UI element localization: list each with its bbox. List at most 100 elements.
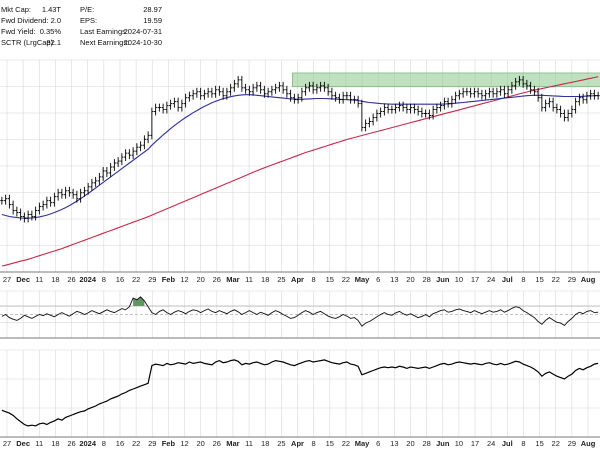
price-bar (199, 87, 203, 100)
x-tick-label: Dec (16, 275, 30, 284)
x-tick-label: 12 (180, 275, 188, 284)
x-tick-label: 25 (277, 275, 285, 284)
price-bar (11, 200, 15, 215)
price-bar (135, 143, 139, 156)
price-bar (244, 83, 248, 94)
price-bar (259, 81, 263, 94)
x-tick-label: 11 (245, 439, 253, 448)
price-bar (581, 93, 585, 104)
price-bar (90, 178, 94, 191)
x-tick-label: Jul (502, 275, 513, 284)
price-bar (225, 87, 229, 100)
price-bar (409, 103, 413, 114)
x-tick-label: 8 (521, 439, 525, 448)
x-tick-label: 17 (471, 275, 479, 284)
stat-value: 28.97 (143, 5, 162, 14)
price-bar (521, 75, 525, 88)
price-bar (322, 81, 326, 92)
price-bar (161, 103, 165, 114)
stat-label: Fwd Dividend: (1, 16, 49, 25)
price-bar (506, 85, 510, 98)
price-bar (574, 97, 578, 114)
x-tick-label: Jun (436, 439, 450, 448)
x-tick-label: Apr (291, 439, 304, 448)
price-bar (390, 105, 394, 114)
x-tick-label: 26 (67, 439, 75, 448)
price-bar (274, 83, 278, 94)
price-bar (337, 93, 341, 104)
price-bar (431, 105, 435, 120)
stat-value: 0.35% (40, 27, 62, 36)
price-bar (371, 113, 375, 126)
price-bar (221, 87, 225, 100)
stat-value: 82.1 (46, 38, 61, 47)
x-tick-label: 16 (116, 275, 124, 284)
x-tick-label: 18 (261, 275, 269, 284)
price-bar (397, 101, 401, 112)
price-bar (285, 85, 289, 98)
price-bar (202, 89, 206, 100)
price-bar (64, 186, 68, 199)
x-tick-label: 6 (376, 439, 380, 448)
price-bar (544, 99, 548, 112)
price-bar (157, 103, 161, 112)
price-bar (529, 81, 533, 94)
price-bar (307, 81, 311, 92)
price-bar (356, 95, 360, 108)
price-bar (499, 85, 503, 96)
price-bar (56, 188, 60, 201)
x-tick-label: 26 (67, 275, 75, 284)
x-tick-label: 26 (213, 275, 221, 284)
price-bar (420, 107, 424, 118)
price-bar (206, 87, 210, 98)
x-tick-label: 11 (35, 275, 43, 284)
x-tick-label: 13 (390, 439, 398, 448)
price-bar (405, 103, 409, 114)
x-tick-label: 2024 (79, 275, 97, 284)
price-bar (555, 103, 559, 114)
price-bar (109, 163, 113, 177)
x-tick-label: 20 (406, 439, 414, 448)
price-bar (540, 93, 544, 112)
price-bar (495, 87, 499, 98)
x-tick-label: 20 (406, 275, 414, 284)
price-bar (345, 91, 349, 100)
stat-label: Next Earnings: (80, 38, 129, 47)
x-tick-label: May (355, 439, 370, 448)
price-bar (195, 87, 199, 98)
price-bar (465, 87, 469, 96)
x-tick-label: 8 (521, 275, 525, 284)
price-bar (450, 95, 454, 108)
price-bar (412, 103, 416, 114)
x-tick-label: 6 (376, 275, 380, 284)
x-tick-label: 10 (455, 439, 463, 448)
price-bar (457, 89, 461, 100)
price-bar (94, 176, 98, 187)
price-bar (172, 97, 176, 108)
x-tick-label: 29 (568, 275, 576, 284)
price-bar (217, 85, 221, 96)
price-bar (247, 85, 251, 96)
stat-value: 19.59 (143, 16, 162, 25)
price-bar (0, 196, 4, 205)
price-bar (439, 101, 443, 112)
price-bar (536, 87, 540, 102)
price-bar (326, 83, 330, 96)
price-bar (251, 83, 255, 96)
price-bar (319, 81, 323, 92)
price-bar (416, 105, 420, 116)
stat-label: SCTR (LrgCap): (1, 38, 55, 47)
price-bar (461, 87, 465, 98)
price-bar (424, 109, 428, 118)
price-bar (101, 167, 105, 181)
x-tick-label: 8 (312, 439, 316, 448)
price-bar (22, 212, 26, 223)
price-bar (180, 99, 184, 112)
price-bar (281, 81, 285, 94)
price-bar (559, 105, 563, 118)
price-bar (592, 89, 596, 100)
price-bar (71, 188, 75, 199)
price-bar (394, 103, 398, 114)
relative-line (1, 359, 599, 427)
